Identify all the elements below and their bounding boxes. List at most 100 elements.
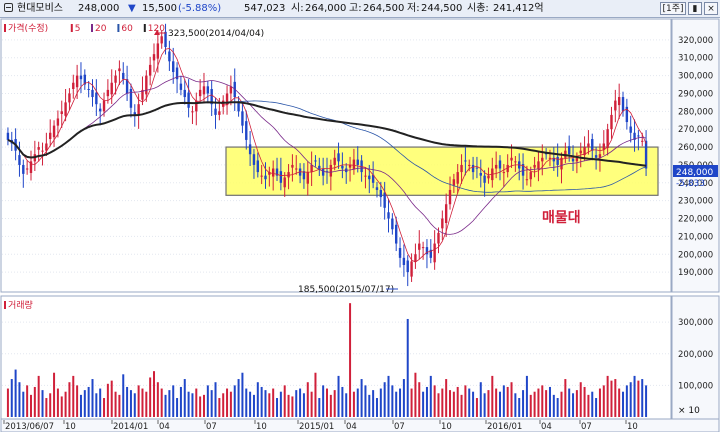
- volume-bar: [283, 385, 286, 417]
- volume-bar: [583, 386, 586, 417]
- date-tick-label: 10: [627, 422, 638, 432]
- volume-bar: [433, 385, 436, 417]
- candle-body: [352, 159, 356, 170]
- candle-body: [183, 89, 186, 98]
- candle-body: [137, 104, 140, 115]
- volume-bar: [587, 394, 590, 417]
- volume-tick-label: 200,000: [678, 350, 713, 360]
- volume-bar: [256, 382, 259, 417]
- volume-bar: [402, 379, 405, 417]
- moving-average-lines: [7, 47, 647, 263]
- volume-bar: [79, 394, 82, 417]
- legend-label: 가격(수정): [8, 22, 48, 34]
- volume-bar: [118, 394, 121, 417]
- volume-bar: [498, 391, 501, 417]
- candle-body: [621, 97, 625, 112]
- candle-body: [106, 89, 110, 97]
- volume-bar: [279, 391, 282, 417]
- volume-bar: [233, 385, 236, 417]
- volume-bar: [76, 385, 79, 417]
- nav-button[interactable]: ▮: [688, 2, 702, 15]
- candle-body: [387, 212, 390, 219]
- volume-bar: [53, 372, 56, 417]
- candle-body: [248, 144, 252, 155]
- candle-body: [456, 172, 459, 184]
- volume-bar: [141, 388, 144, 417]
- candle-body: [152, 54, 156, 61]
- volume-bar: [172, 385, 175, 417]
- volume-bar: [241, 372, 244, 417]
- volume-bar: [379, 388, 382, 417]
- date-axis-labels: 2013/06/07 10 2014/01 04 07 10 2015/01 04 07 10 20…: [3, 420, 638, 432]
- volume-bar: [468, 388, 471, 417]
- volume-bar: [337, 375, 340, 417]
- candle-body: [287, 172, 290, 178]
- window-menu-icon[interactable]: [4, 3, 13, 12]
- price-tick-label: 310,000: [678, 54, 713, 64]
- volume-bar: [375, 398, 378, 417]
- candle-body: [52, 125, 56, 138]
- candle-body: [402, 257, 406, 265]
- volume-bar: [302, 393, 305, 417]
- price-tick-label: 270,000: [678, 125, 713, 135]
- candle-body: [118, 68, 121, 72]
- volume-bar: [114, 391, 117, 417]
- candle-body: [418, 243, 421, 250]
- volume-bar: [364, 385, 367, 417]
- volume-bar: [595, 398, 598, 417]
- candle-body: [295, 168, 298, 170]
- close-button[interactable]: ×: [704, 2, 718, 15]
- period-button[interactable]: [1주]: [660, 2, 686, 15]
- candle-body: [421, 247, 425, 249]
- candle-body: [510, 157, 513, 161]
- candle-body: [475, 167, 479, 169]
- volume-bar: [129, 390, 132, 417]
- volume-bar: [606, 375, 609, 417]
- supply-zone-label: 매물대: [542, 210, 581, 226]
- volume-bar: [633, 375, 636, 417]
- volume-bar: [410, 388, 413, 417]
- candle-body: [460, 164, 463, 173]
- candle-body: [521, 164, 525, 176]
- candle-body: [525, 179, 529, 181]
- date-tick-label: 07: [394, 422, 405, 432]
- volume-bar: [391, 385, 394, 417]
- volume-bar: [26, 385, 29, 417]
- candle-body: [225, 93, 229, 106]
- price-legend: 가격(수정) 5 20 60 120: [4, 22, 165, 34]
- candle-body: [91, 89, 94, 98]
- candle-body: [83, 74, 87, 85]
- candle-body: [156, 43, 160, 59]
- candle-body: [37, 147, 40, 150]
- candle-body: [148, 64, 152, 76]
- candle-body: [368, 175, 371, 180]
- date-tick-label: 04: [541, 422, 552, 432]
- volume-bar: [214, 382, 217, 417]
- volume-bar: [202, 394, 205, 417]
- volume-bar: [260, 386, 263, 417]
- candle-body: [198, 89, 202, 97]
- volume-bar: [195, 388, 198, 417]
- candle-body: [214, 108, 217, 115]
- candle-body: [464, 160, 467, 162]
- candle-body: [229, 86, 233, 94]
- volume-bar: [41, 390, 44, 417]
- candle-body: [594, 155, 598, 158]
- price-tick-label: 230,000: [678, 197, 713, 207]
- volume-bar: [491, 375, 494, 417]
- volume-bar: [56, 388, 59, 417]
- volume-bar: [218, 398, 221, 417]
- candle-body: [329, 164, 333, 177]
- candle-body: [252, 154, 256, 165]
- candle-body: [541, 157, 544, 162]
- candle-body: [479, 172, 482, 176]
- candle-body: [6, 132, 10, 140]
- volume-bar: [153, 371, 156, 417]
- price-tick-label: 290,000: [678, 89, 713, 99]
- candle-body: [102, 100, 106, 112]
- volume-bar: [537, 388, 540, 417]
- candle-body: [264, 175, 267, 180]
- candle-body: [625, 106, 629, 123]
- volume-bar: [64, 391, 67, 417]
